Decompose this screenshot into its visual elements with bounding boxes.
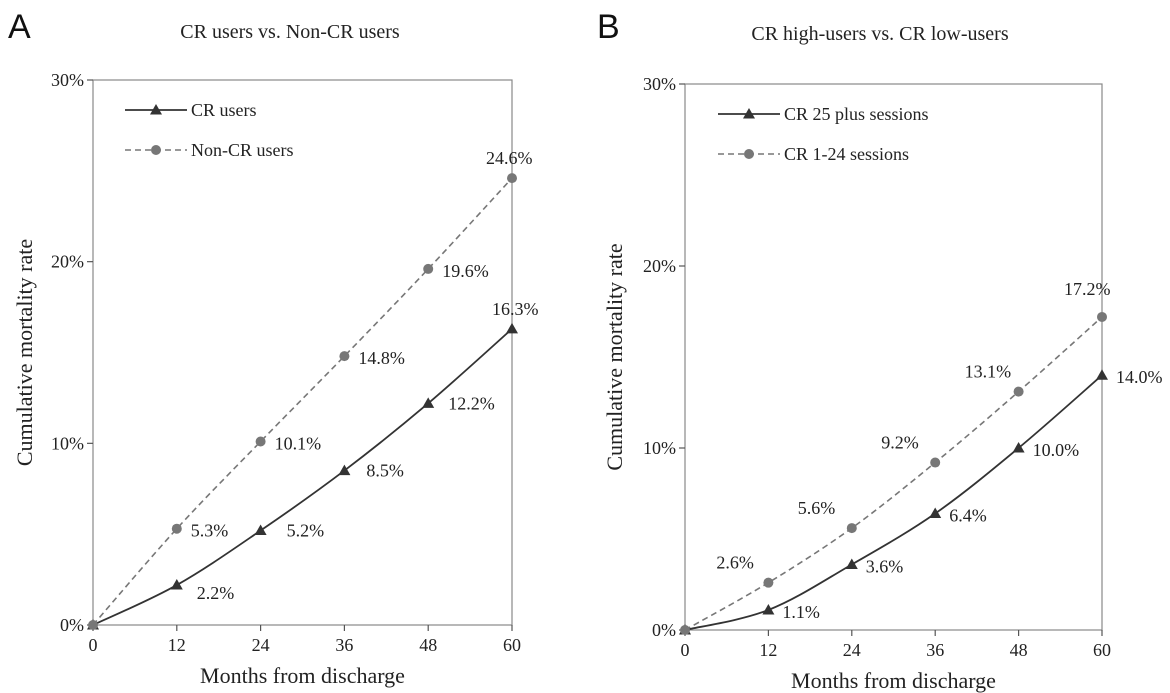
x-tick-label: 24 xyxy=(843,640,861,660)
chart-title: CR high-users vs. CR low-users xyxy=(751,23,1008,45)
y-axis-label: Cumulative mortality rate xyxy=(602,243,627,470)
panel-letter: A xyxy=(8,8,31,46)
x-tick-label: 12 xyxy=(168,635,186,655)
data-point-triangle xyxy=(1012,442,1025,453)
panel-b: B CR high-users vs. CR low-users 0 12 24 36 48… xyxy=(597,8,1163,693)
data-label: 13.1% xyxy=(965,362,1012,382)
legend-label: Non-CR users xyxy=(191,140,294,160)
x-tick-label: 0 xyxy=(681,640,690,660)
panel-letter: B xyxy=(597,8,620,46)
chart-title: CR users vs. Non-CR users xyxy=(180,21,400,43)
legend-marker-circle xyxy=(151,145,161,155)
data-point-circle xyxy=(171,523,182,534)
data-point-circle xyxy=(1097,311,1107,322)
y-tick-label: 20% xyxy=(643,256,676,276)
data-point-triangle xyxy=(929,507,942,519)
plot-frame xyxy=(92,79,513,626)
x-tick-label: 60 xyxy=(503,635,521,655)
data-point-circle xyxy=(255,436,266,447)
data-point-triangle xyxy=(762,603,775,615)
data-label: 17.2% xyxy=(1064,279,1111,299)
x-tick-label: 36 xyxy=(335,635,353,655)
series-line xyxy=(684,374,1103,631)
x-tick-label: 36 xyxy=(926,640,944,660)
legend-marker-circle xyxy=(744,149,754,159)
data-label: 2.2% xyxy=(197,583,235,603)
data-label: 2.6% xyxy=(716,553,754,573)
y-axis-label: Cumulative mortality rate xyxy=(12,239,37,466)
x-tick-label: 12 xyxy=(759,640,777,660)
data-point-circle xyxy=(423,263,434,274)
data-point-circle xyxy=(507,173,517,184)
legend-label: CR users xyxy=(191,100,257,120)
y-tick-label: 30% xyxy=(51,70,84,90)
data-label: 6.4% xyxy=(949,506,987,526)
data-point-circle xyxy=(846,523,857,534)
data-label: 5.2% xyxy=(287,521,325,541)
y-tick-label: 30% xyxy=(643,74,676,94)
data-point-triangle xyxy=(422,397,435,408)
data-point-circle xyxy=(680,625,690,635)
data-label: 1.1% xyxy=(782,602,820,622)
data-point-triangle xyxy=(506,322,518,334)
y-tick-label: 10% xyxy=(51,433,84,453)
data-label: 14.8% xyxy=(358,348,405,368)
legend-marker-triangle xyxy=(743,108,755,119)
data-point-circle xyxy=(339,351,350,362)
data-point-circle xyxy=(88,620,98,630)
data-label: 16.3% xyxy=(492,299,539,319)
x-tick-label: 24 xyxy=(252,635,270,655)
data-label: 10.0% xyxy=(1033,440,1080,460)
data-point-triangle xyxy=(1096,369,1108,380)
data-point-circle xyxy=(1013,386,1024,397)
y-tick-label: 0% xyxy=(60,615,84,635)
data-label: 8.5% xyxy=(366,461,404,481)
y-tick-label: 0% xyxy=(652,620,676,640)
panel-a: A CR users vs. Non-CR users 0 12 24 36 48 60 Mon… xyxy=(8,8,539,688)
x-tick-label: 60 xyxy=(1093,640,1111,660)
plot-frame xyxy=(684,83,1103,631)
x-tick-label: 48 xyxy=(419,635,437,655)
legend-label: CR 25 plus sessions xyxy=(784,104,929,124)
legend-label: CR 1-24 sessions xyxy=(784,144,909,164)
data-label: 10.1% xyxy=(275,434,322,454)
data-point-triangle xyxy=(845,558,858,569)
x-tick-label: 48 xyxy=(1010,640,1028,660)
data-point-circle xyxy=(763,577,774,588)
data-label: 3.6% xyxy=(866,556,904,576)
x-axis-label: Months from discharge xyxy=(791,668,996,693)
series-line xyxy=(92,328,513,626)
y-tick-label: 10% xyxy=(643,438,676,458)
data-point-triangle xyxy=(170,579,183,590)
series-line xyxy=(684,316,1103,631)
data-label: 9.2% xyxy=(881,433,919,453)
y-tick-label: 20% xyxy=(51,252,84,272)
data-label: 24.6% xyxy=(486,148,533,168)
data-label: 5.3% xyxy=(191,521,229,541)
data-label: 14.0% xyxy=(1116,367,1163,387)
data-label: 12.2% xyxy=(448,393,495,413)
legend-marker-triangle xyxy=(150,104,162,115)
x-axis-label: Months from discharge xyxy=(200,663,405,688)
x-tick-label: 0 xyxy=(89,635,98,655)
data-point-circle xyxy=(930,457,941,468)
data-point-triangle xyxy=(254,524,267,536)
data-label: 5.6% xyxy=(798,498,836,518)
data-label: 19.6% xyxy=(442,261,489,281)
data-point-triangle xyxy=(338,464,351,476)
